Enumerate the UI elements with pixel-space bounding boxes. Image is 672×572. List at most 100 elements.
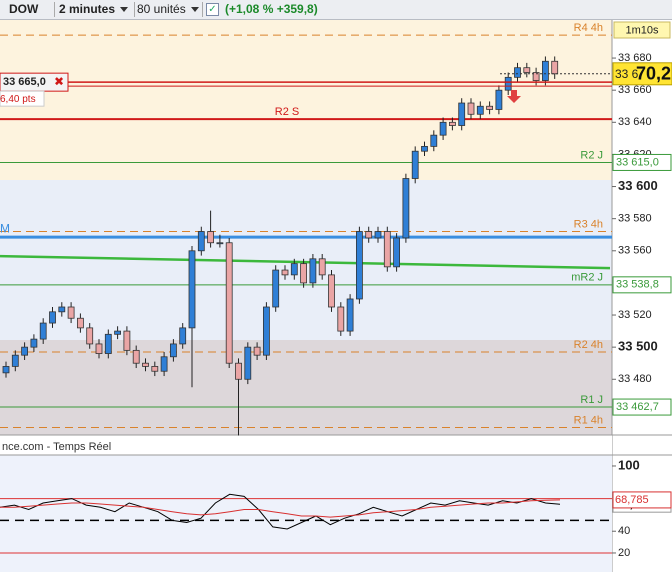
candle-body xyxy=(104,333,112,354)
candle-body xyxy=(151,366,159,372)
candle-body xyxy=(542,60,549,81)
candle-body xyxy=(235,362,242,380)
y-tick-label: 20 xyxy=(618,547,630,559)
candle-body xyxy=(430,134,438,147)
candle-body xyxy=(262,306,270,356)
order-distance-box xyxy=(0,90,45,107)
y-tick-label: 33 520 xyxy=(618,309,652,321)
indicator-line xyxy=(0,499,561,518)
candle-body xyxy=(328,274,335,308)
candle-body xyxy=(123,330,131,351)
price-axis xyxy=(612,20,672,435)
candle-body xyxy=(495,89,503,110)
candle-body xyxy=(11,354,19,367)
y-tick-label: 40 xyxy=(618,525,630,537)
candle-body xyxy=(309,258,317,284)
timeframe-dropdown[interactable]: 2 minutes xyxy=(56,2,135,17)
toolbar: DOW 2 minutes 80 unités ✓ (+1,08 % +359,… xyxy=(0,0,672,28)
indicator-panel xyxy=(0,455,612,572)
candle-body xyxy=(355,231,363,300)
level-value-box xyxy=(612,276,672,294)
last-price-box xyxy=(612,62,672,86)
candle-body xyxy=(169,343,177,358)
candle-body xyxy=(160,356,168,372)
level-value: 33 462,7 xyxy=(616,401,659,413)
level-name: R3 4h xyxy=(574,218,603,230)
candle-body xyxy=(383,231,391,268)
candle-body xyxy=(225,242,233,364)
y-tick-label: 33 600 xyxy=(618,178,658,193)
zone-lower xyxy=(0,340,612,435)
level-name: R2 J xyxy=(580,149,603,161)
candle-body xyxy=(207,231,215,244)
candle-body xyxy=(318,258,326,276)
y-tick-label: 33 560 xyxy=(618,245,652,257)
candle-body xyxy=(448,121,456,126)
value-label: 68,785 xyxy=(615,494,649,506)
candle-body xyxy=(188,250,196,329)
level-name: R2 S xyxy=(275,106,299,118)
candle-body xyxy=(365,231,373,239)
candle-body xyxy=(49,311,56,324)
y-tick-label: 33 500 xyxy=(618,339,658,354)
candle-body xyxy=(179,327,187,345)
countdown: 1m10s xyxy=(625,24,659,36)
level-name: R1 J xyxy=(580,394,603,406)
candle-body xyxy=(132,349,140,364)
candle-body xyxy=(514,67,521,78)
y-tick-label: 33 580 xyxy=(618,213,652,225)
candle-body xyxy=(197,231,205,252)
candle-body xyxy=(393,237,401,268)
candle-body xyxy=(86,327,94,345)
value-box xyxy=(612,491,672,509)
candle-body xyxy=(458,102,466,126)
candle-body xyxy=(67,306,75,319)
level-name: R4 4h xyxy=(574,22,603,34)
level-value: 33 538,8 xyxy=(616,279,659,291)
candle-body xyxy=(346,298,354,332)
candle-body xyxy=(244,346,252,380)
y-tick-label: 33 480 xyxy=(618,373,652,385)
level-name: R2 4h xyxy=(574,339,603,351)
candle-body xyxy=(300,263,308,284)
candle-body xyxy=(374,231,382,239)
checkbox[interactable]: ✓ xyxy=(206,3,219,16)
candle-body xyxy=(142,362,149,367)
candle-body xyxy=(337,306,345,332)
order-label: 33 665,0 xyxy=(3,76,46,88)
level-value-box xyxy=(612,398,672,416)
candle-body xyxy=(253,346,261,356)
zone-upper xyxy=(0,20,612,180)
candle-body xyxy=(77,317,84,329)
level-name: R1 4h xyxy=(574,414,603,426)
timeframe: 2 minutes xyxy=(59,2,116,16)
candle-body xyxy=(39,322,47,340)
level-value: 33 615,0 xyxy=(616,156,659,168)
candle-body xyxy=(523,67,531,73)
candle-body xyxy=(95,343,103,354)
y-tick-label: 33 680 xyxy=(618,52,652,64)
candle-body xyxy=(30,338,38,348)
change: (+1,08 % +359,8) xyxy=(225,2,318,16)
candle-body xyxy=(411,150,419,179)
zone-middle xyxy=(0,180,612,340)
last-price-tail: 70,2 xyxy=(636,64,671,84)
order-cancel[interactable]: ✖ xyxy=(54,74,64,88)
units-dropdown[interactable]: 80 unités xyxy=(134,2,203,17)
candle-body xyxy=(290,263,298,276)
candle-body xyxy=(532,72,540,81)
last-price-head: 33 6 xyxy=(615,67,639,81)
units: 80 unités xyxy=(137,2,186,16)
candle-body xyxy=(58,306,66,313)
candle-body xyxy=(216,242,224,245)
symbol-dropdown[interactable]: DOW xyxy=(6,2,55,28)
source: nce.com - Temps Réel xyxy=(2,441,111,453)
trendline xyxy=(0,254,611,270)
symbol: DOW xyxy=(9,2,39,16)
candle-body xyxy=(486,105,494,110)
candle-body xyxy=(272,269,280,308)
candle-body xyxy=(551,60,559,75)
candle-body xyxy=(439,121,447,136)
